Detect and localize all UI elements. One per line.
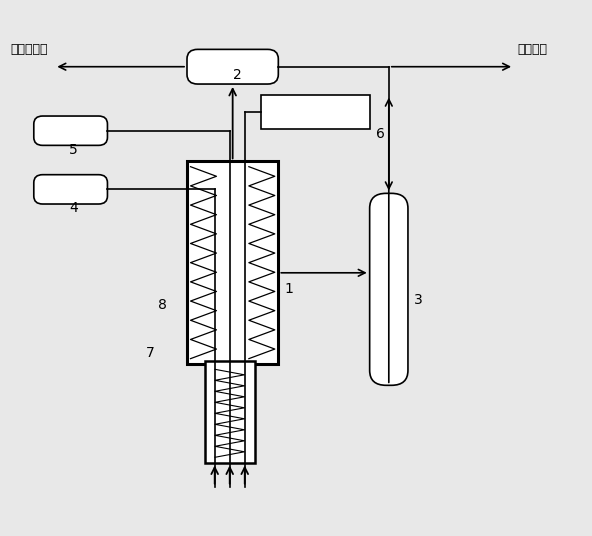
Text: 7: 7 <box>146 346 155 360</box>
FancyBboxPatch shape <box>369 193 408 385</box>
Text: 1: 1 <box>284 282 293 296</box>
Text: 2: 2 <box>233 68 242 82</box>
Bar <box>187 161 278 364</box>
Text: 3: 3 <box>414 293 423 307</box>
Text: 去分相器: 去分相器 <box>517 43 547 56</box>
FancyBboxPatch shape <box>187 49 278 84</box>
FancyBboxPatch shape <box>34 116 108 145</box>
Text: 4: 4 <box>69 202 78 215</box>
FancyBboxPatch shape <box>34 175 108 204</box>
Bar <box>260 95 369 129</box>
Text: 5: 5 <box>69 143 78 157</box>
Text: 去净化单元: 去净化单元 <box>10 43 48 56</box>
Text: 8: 8 <box>157 299 166 312</box>
Text: 6: 6 <box>375 126 384 140</box>
Bar <box>205 361 255 463</box>
